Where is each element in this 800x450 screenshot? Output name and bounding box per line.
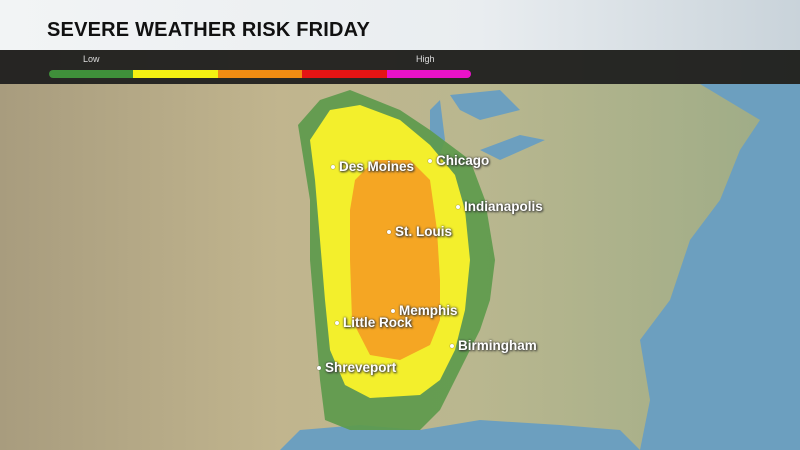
city-dot: [335, 321, 339, 326]
city-label: St. Louis: [395, 224, 452, 239]
header: SEVERE WEATHER RISK FRIDAY: [0, 0, 800, 50]
city-label: Birmingham: [458, 338, 537, 353]
city-st-louis: St. Louis: [387, 224, 452, 239]
scale-marginal: [49, 70, 134, 78]
atlantic-ocean: [640, 84, 800, 450]
page-title: SEVERE WEATHER RISK FRIDAY: [47, 19, 371, 41]
city-label: Des Moines: [339, 159, 415, 174]
city-label: Chicago: [436, 153, 490, 168]
city-birmingham: Birmingham: [450, 338, 537, 353]
scale-enhanced: [217, 70, 303, 78]
legend-high-label: High: [416, 54, 435, 64]
city-label: Indianapolis: [464, 199, 543, 214]
scale-moderate: [302, 70, 387, 78]
city-shreveport: Shreveport: [317, 360, 396, 375]
scale-slight: [133, 70, 218, 78]
city-dot: [428, 159, 432, 164]
legend-low-label: Low: [83, 54, 100, 64]
city-dot: [331, 165, 335, 170]
city-label: Little Rock: [343, 315, 413, 330]
city-label: Memphis: [399, 303, 458, 318]
city-little-rock: Little Rock: [335, 315, 412, 330]
great-lakes: [430, 90, 545, 160]
risk-legend: Low High: [0, 50, 800, 84]
city-dot: [456, 205, 460, 210]
city-dot: [391, 309, 395, 314]
city-indianapolis: Indianapolis: [456, 199, 543, 214]
scale-high: [386, 70, 471, 78]
city-des-moines: Des Moines: [331, 159, 414, 174]
city-dot: [387, 230, 391, 235]
city-dot: [450, 344, 454, 349]
risk-scale: [49, 70, 471, 78]
city-label: Shreveport: [325, 360, 397, 375]
risk-area-enhanced: [350, 160, 440, 360]
city-dot: [317, 366, 321, 371]
city-chicago: Chicago: [428, 153, 489, 168]
city-memphis: Memphis: [391, 303, 458, 318]
